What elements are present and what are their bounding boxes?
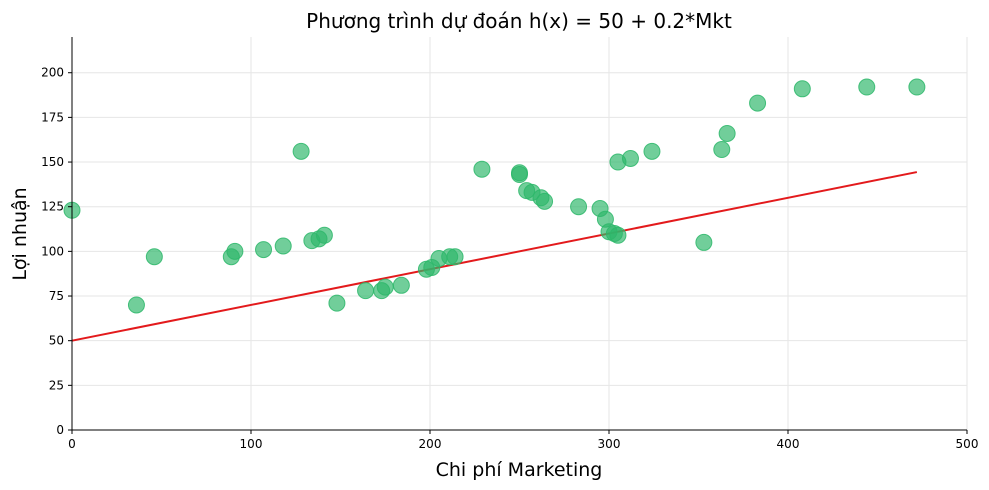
- data-points: [63, 78, 926, 314]
- x-axis-title: Chi phí Marketing: [436, 459, 603, 481]
- y-tick-label: 175: [41, 110, 64, 124]
- data-point: [226, 242, 244, 260]
- y-tick-label: 0: [56, 423, 64, 437]
- data-point: [511, 164, 528, 182]
- data-point: [357, 282, 375, 300]
- data-point: [145, 248, 163, 266]
- data-point: [749, 94, 767, 112]
- x-tick-label: 100: [240, 437, 263, 451]
- data-point: [315, 226, 333, 244]
- data-point: [621, 149, 639, 167]
- y-tick-label: 100: [41, 244, 64, 258]
- regression-line-layer: [71, 171, 918, 342]
- data-point: [713, 141, 731, 159]
- data-point: [127, 296, 145, 314]
- data-point: [609, 226, 627, 244]
- data-point: [376, 278, 394, 296]
- data-point: [718, 124, 736, 142]
- x-tick-label: 300: [598, 437, 621, 451]
- y-tick-label: 75: [49, 289, 64, 303]
- data-point: [446, 248, 464, 266]
- data-point: [695, 233, 713, 251]
- data-point: [392, 276, 410, 294]
- y-axis-title: Lợi nhuận: [9, 187, 31, 280]
- x-tick-label: 200: [419, 437, 442, 451]
- data-point: [292, 142, 310, 160]
- x-tick-label: 500: [956, 437, 979, 451]
- regression-line: [71, 171, 918, 342]
- data-point: [536, 192, 554, 210]
- y-tick-label: 200: [41, 66, 64, 80]
- data-point: [328, 294, 346, 312]
- data-point: [908, 78, 926, 96]
- x-tick-label: 400: [777, 437, 800, 451]
- y-tick-label: 125: [41, 200, 64, 214]
- x-tick-label: 0: [68, 437, 76, 451]
- y-tick-label: 25: [49, 378, 64, 392]
- grid-lines: [71, 37, 968, 431]
- axes: 0 100 200 300 400 500 0 25 50 75 100 125 150 175 200: [41, 37, 978, 451]
- data-point: [643, 142, 661, 160]
- data-point: [255, 241, 273, 259]
- data-point: [858, 78, 876, 96]
- data-point: [793, 80, 811, 98]
- y-tick-label: 150: [41, 155, 64, 169]
- data-point: [473, 160, 491, 178]
- data-point: [274, 237, 292, 255]
- data-point: [570, 198, 588, 216]
- y-tick-label: 50: [49, 334, 64, 348]
- chart-title: Phương trình dự đoán h(x) = 50 + 0.2*Mkt: [306, 9, 732, 33]
